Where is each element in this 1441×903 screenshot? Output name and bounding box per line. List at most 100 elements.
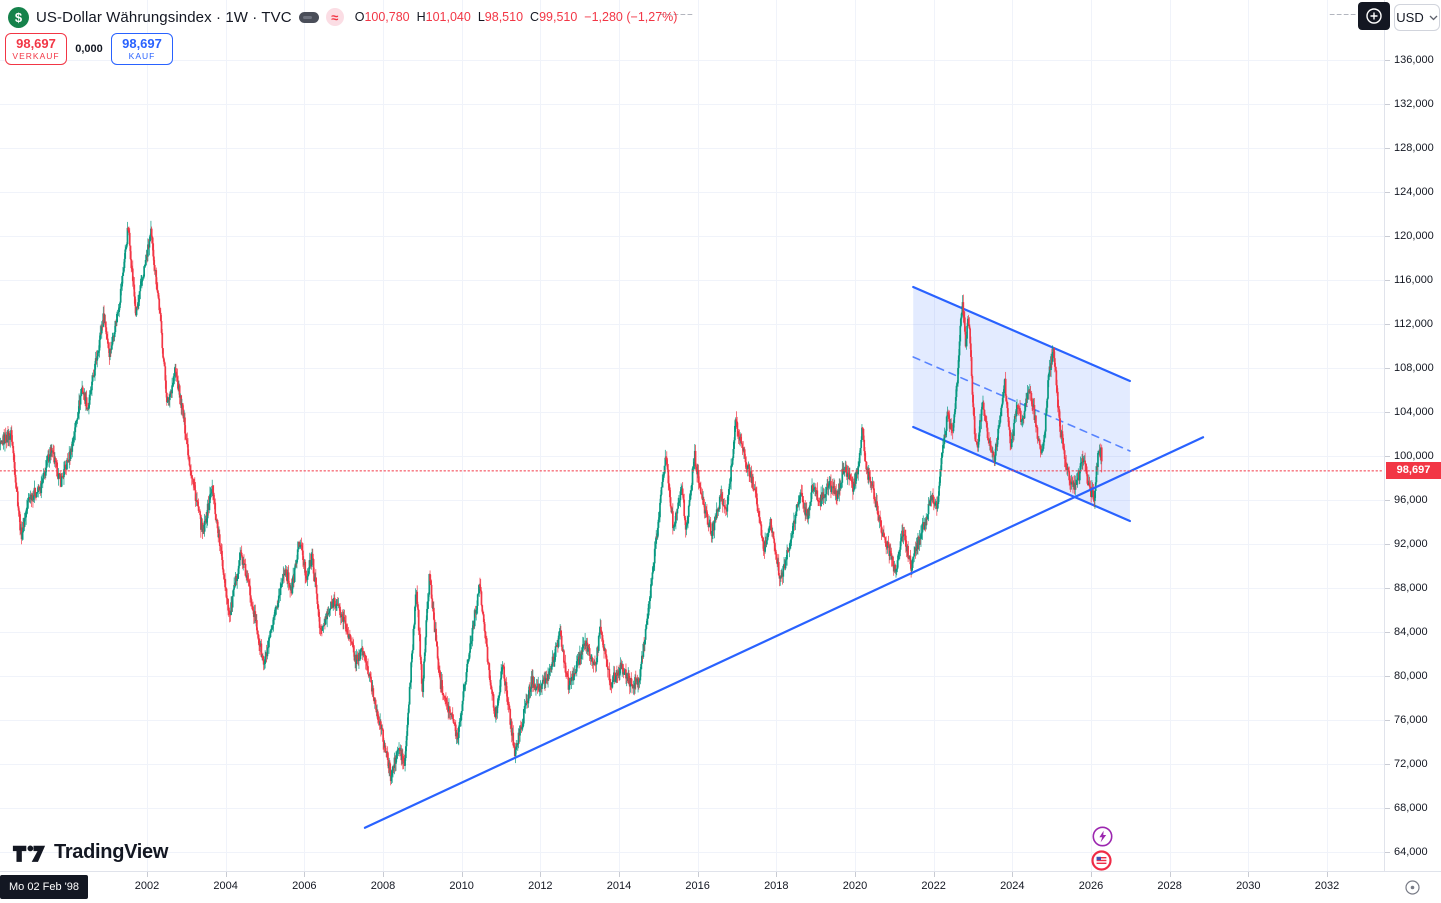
us-flag-event-icon[interactable] — [1091, 850, 1112, 876]
y-axis-label: 72,000 — [1394, 757, 1428, 770]
y-axis-tickmark — [1385, 851, 1390, 853]
x-axis-label: 2030 — [1236, 880, 1261, 892]
x-axis-label: 2004 — [213, 880, 238, 892]
y-axis-label: 64,000 — [1394, 845, 1428, 858]
trade-buttons-row: 98,697 VERKAUF 0,000 98,697 KAUF — [5, 33, 173, 65]
x-axis-label: 2024 — [1000, 880, 1025, 892]
x-axis-tickmark — [147, 872, 148, 877]
y-axis-label: 104,000 — [1394, 405, 1434, 418]
y-axis-label: 116,000 — [1394, 273, 1433, 286]
symbol-legend: $ US-Dollar Währungsindex · 1W · TVC ≈ O… — [8, 5, 677, 29]
close-value: C99,510 — [530, 10, 577, 24]
spread-value: 0,000 — [75, 43, 103, 55]
y-axis-label: 92,000 — [1394, 537, 1428, 550]
low-number: 98,510 — [484, 10, 524, 24]
y-axis-tickmark — [1385, 279, 1390, 281]
change-value: −1,280 (−1,27%) — [584, 10, 678, 24]
currency-value: USD — [1396, 10, 1424, 25]
y-axis-tickmark — [1385, 587, 1390, 589]
open-label: O — [354, 10, 365, 24]
x-axis-tickmark — [697, 872, 699, 877]
price-axis[interactable]: 98,697 136,000 132,000 128,000 124,000 120,0… — [1384, 0, 1441, 871]
market-status-icon[interactable] — [298, 11, 319, 23]
open-number: 100,780 — [364, 10, 410, 24]
x-axis-label: 2028 — [1157, 880, 1182, 892]
buy-button[interactable]: 98,697 KAUF — [111, 33, 173, 65]
currency-selector[interactable]: USD — [1394, 4, 1440, 31]
y-axis-tickmark — [1385, 147, 1390, 149]
x-axis-tickmark — [1248, 872, 1250, 877]
x-axis-tickmark — [540, 872, 542, 877]
y-axis-label: 76,000 — [1394, 713, 1428, 726]
close-label: C — [530, 10, 540, 24]
symbol-logo-icon[interactable]: $ — [8, 6, 29, 28]
y-axis-tickmark — [1385, 323, 1390, 325]
y-axis-label: 84,000 — [1394, 625, 1428, 638]
axis-settings-icon[interactable] — [1404, 879, 1421, 901]
sell-price: 98,697 — [16, 36, 56, 52]
last-price-label: 98,697 — [1386, 461, 1441, 479]
x-axis-label: 2022 — [921, 880, 946, 892]
x-axis-tickmark — [854, 872, 856, 877]
buy-label: KAUF — [128, 50, 156, 61]
sell-button[interactable]: 98,697 VERKAUF — [5, 33, 67, 65]
y-axis-tickmark — [1385, 719, 1390, 721]
close-number: 99,510 — [539, 10, 578, 24]
y-axis-label: 68,000 — [1394, 801, 1428, 814]
y-axis-tickmark — [1385, 367, 1390, 369]
x-axis-label: 2012 — [528, 880, 553, 892]
x-axis-label: 2026 — [1078, 880, 1104, 892]
time-axis[interactable]: Mo 02 Feb '98 2002 2004 2006 2008 2010 2012 20… — [0, 871, 1441, 903]
sell-label: VERKAUF — [12, 50, 60, 61]
y-axis-label: 136,000 — [1394, 53, 1434, 66]
y-axis-label: 100,000 — [1394, 449, 1434, 462]
tradingview-logo[interactable]: TradingView — [12, 840, 168, 864]
high-value: H101,040 — [417, 10, 471, 24]
x-axis-label: 2008 — [370, 880, 396, 892]
tradingview-logo-text: TradingView — [54, 840, 169, 863]
y-axis-tickmark — [1385, 103, 1390, 105]
low-label: L — [477, 10, 485, 24]
x-axis-tickmark — [1090, 872, 1092, 877]
y-axis-label: 108,000 — [1394, 361, 1434, 374]
crosshair-date-label: Mo 02 Feb '98 — [0, 875, 88, 899]
x-axis-label: 2006 — [292, 880, 317, 892]
open-value: O100,780 — [355, 10, 410, 24]
y-axis-tickmark — [1385, 191, 1390, 193]
ohlc-values: O100,780 H101,040 L98,510 C99,510 −1,280… — [355, 10, 678, 24]
x-axis-label: 2018 — [764, 880, 789, 892]
x-axis-tickmark — [304, 872, 306, 877]
y-axis-tickmark — [1385, 455, 1390, 457]
y-axis-label: 132,000 — [1394, 97, 1434, 110]
y-axis-tickmark — [1385, 543, 1390, 545]
y-axis-label: 120,000 — [1394, 229, 1434, 242]
y-axis-tickmark — [1385, 631, 1390, 633]
y-axis-tickmark — [1385, 675, 1390, 677]
y-axis-label: 128,000 — [1394, 141, 1434, 154]
buy-price: 98,697 — [122, 36, 162, 52]
x-axis-tickmark — [461, 872, 463, 877]
add-alert-plus-button[interactable] — [1358, 2, 1390, 30]
approximate-data-icon[interactable]: ≈ — [325, 8, 344, 26]
x-axis-tickmark — [225, 872, 227, 877]
x-axis-tickmark — [1169, 872, 1171, 877]
symbol-title[interactable]: US-Dollar Währungsindex · 1W · TVC — [36, 8, 292, 26]
x-axis-label: 2016 — [685, 880, 710, 892]
x-axis-label: 2020 — [842, 880, 868, 892]
x-axis-label: 2014 — [606, 880, 632, 892]
y-axis-label: 96,000 — [1394, 493, 1428, 506]
circle-plus-icon — [1366, 8, 1382, 24]
x-axis-tickmark — [382, 872, 384, 877]
economic-event-lightning-icon[interactable] — [1092, 826, 1113, 852]
y-axis-tickmark — [1385, 411, 1390, 413]
x-axis-tickmark — [1012, 872, 1014, 877]
y-axis-tickmark — [1385, 235, 1390, 237]
x-axis-label: 2010 — [449, 880, 474, 892]
y-axis-label: 80,000 — [1394, 669, 1428, 682]
x-axis-tickmark — [618, 872, 620, 877]
x-axis-label: 2002 — [134, 880, 160, 892]
chevron-down-icon — [1429, 15, 1438, 21]
y-axis-label: 88,000 — [1394, 581, 1428, 594]
